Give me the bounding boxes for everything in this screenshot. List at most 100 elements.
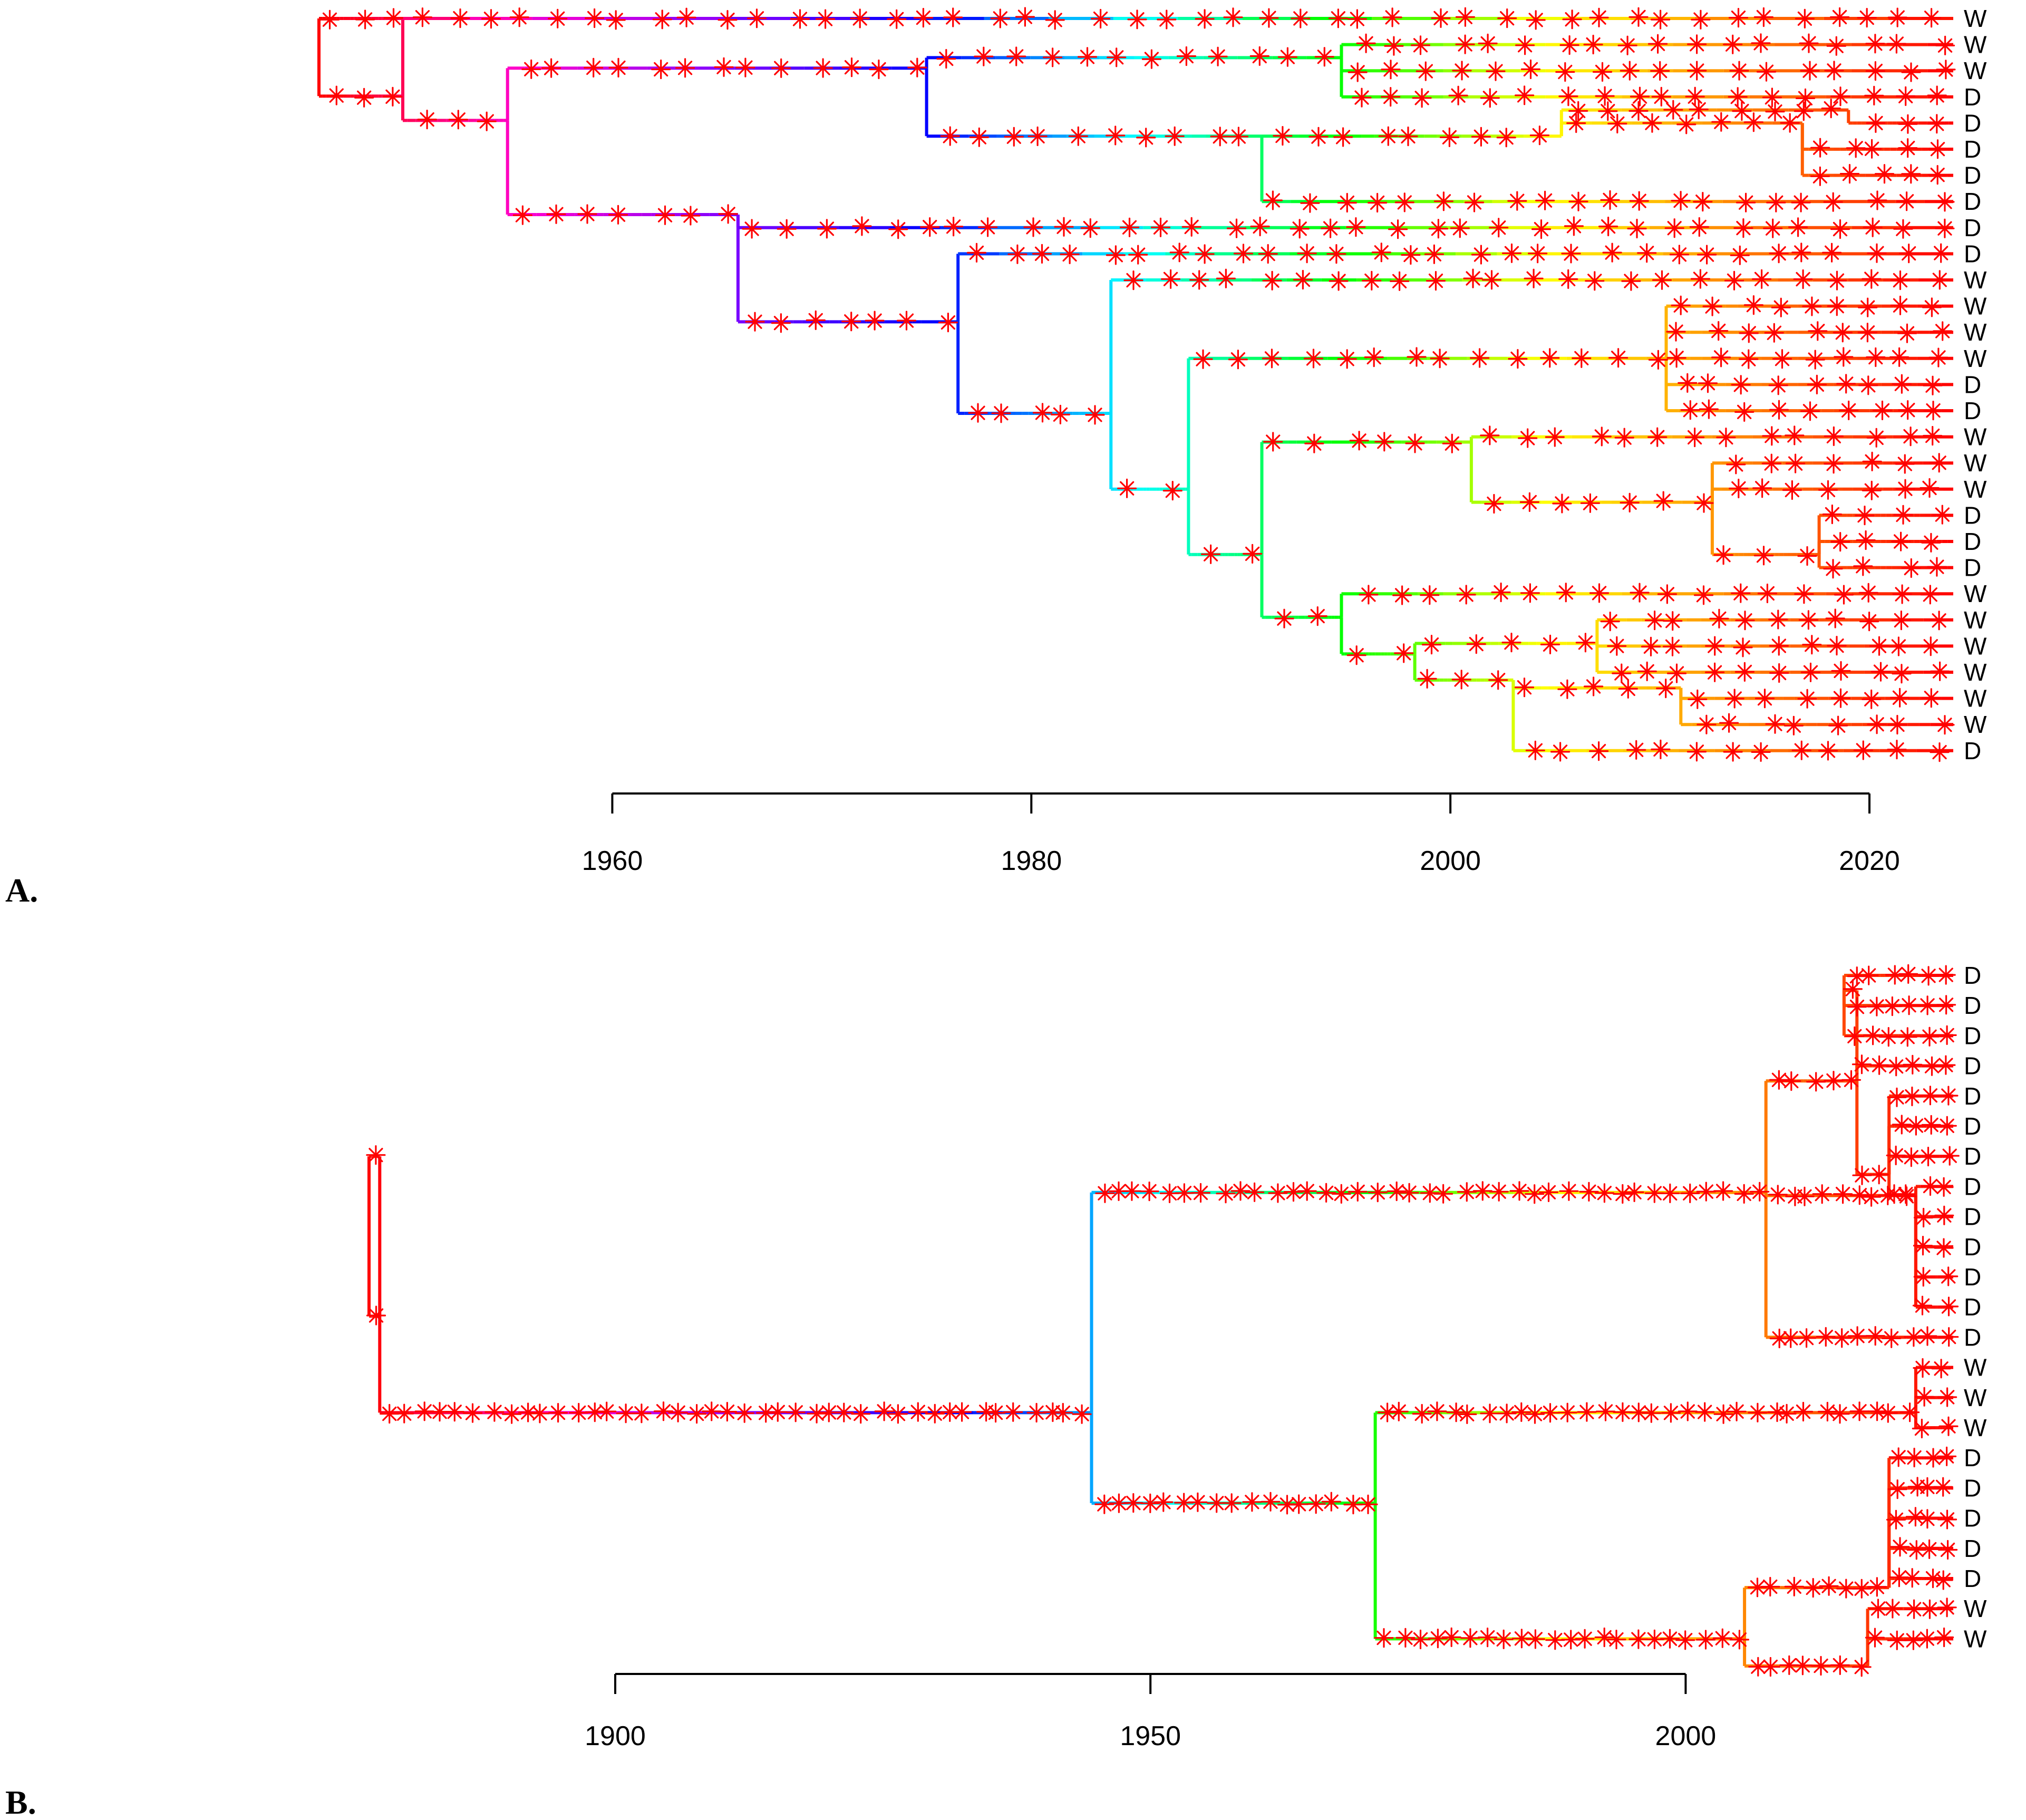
mutation-marker	[1869, 1055, 1889, 1075]
mutation-marker	[1936, 1055, 1956, 1075]
mutation-marker	[1784, 1576, 1804, 1596]
mutation-marker	[1769, 663, 1789, 683]
tip-label: D	[1964, 214, 1981, 241]
mutation-marker	[444, 1402, 464, 1422]
mutation-marker	[747, 8, 767, 28]
mutation-marker	[1768, 1185, 1788, 1205]
mutation-marker	[1337, 349, 1357, 369]
mutation-marker	[1268, 1183, 1288, 1203]
mutation-marker	[1769, 1329, 1789, 1349]
mutation-marker	[874, 1401, 894, 1421]
mutation-marker	[380, 1403, 400, 1424]
mutation-marker	[1792, 1656, 1812, 1676]
tip-label: D	[1964, 135, 1981, 163]
tip-label: W	[1964, 606, 1987, 634]
tip-label: W	[1964, 423, 1987, 451]
mutation-marker	[412, 7, 432, 27]
mutation-marker	[1938, 1266, 1959, 1286]
mutation-marker	[1364, 347, 1384, 367]
mutation-marker	[1085, 405, 1105, 425]
mutation-marker	[1793, 1401, 1814, 1422]
mutation-marker	[509, 7, 529, 27]
mutation-marker	[1866, 347, 1886, 367]
tip-label: D	[1964, 109, 1981, 137]
tip-label: W	[1964, 711, 1987, 738]
mutation-marker	[616, 1403, 636, 1424]
mutation-marker	[1865, 61, 1885, 81]
mutation-marker	[1307, 606, 1327, 626]
mutation-marker	[1734, 1184, 1754, 1204]
mutation-marker	[1930, 742, 1950, 762]
mutation-marker	[1923, 1569, 1943, 1589]
mutation-marker	[1262, 270, 1282, 291]
mutation-marker	[1043, 47, 1063, 67]
mutation-marker	[1689, 99, 1709, 120]
mutation-marker	[1626, 740, 1646, 760]
mutation-marker	[1917, 995, 1937, 1015]
mutation-marker	[1162, 481, 1182, 501]
mutation-marker	[718, 10, 738, 30]
mutation-marker	[841, 312, 861, 332]
mutation-marker	[1694, 493, 1714, 513]
mutation-marker	[1007, 244, 1027, 264]
mutation-marker	[1731, 375, 1751, 395]
mutation-marker	[1598, 216, 1618, 237]
mutation-marker	[1259, 8, 1279, 28]
mutation-marker	[1760, 1657, 1780, 1677]
mutation-marker	[1693, 192, 1713, 212]
mutation-marker	[1816, 1327, 1836, 1347]
mutation-marker	[1464, 192, 1485, 212]
mutation-marker	[925, 1403, 945, 1424]
mutation-marker	[1872, 400, 1893, 420]
mutation-marker	[1358, 1494, 1378, 1514]
x-tick-label: 1960	[582, 846, 643, 876]
mutation-marker	[990, 8, 1010, 28]
mutation-marker	[1343, 1495, 1363, 1515]
tip-label: D	[1964, 737, 1981, 764]
mutation-marker	[1874, 164, 1895, 184]
mutation-marker	[1520, 59, 1541, 79]
mutation-marker	[1274, 608, 1294, 628]
mutation-marker	[326, 85, 346, 105]
mutation-marker	[1568, 101, 1588, 121]
mutation-marker	[1897, 1027, 1917, 1047]
mutation-marker	[1939, 1327, 1959, 1347]
mutation-marker	[1863, 217, 1883, 237]
mutation-marker	[1723, 742, 1743, 762]
mutation-marker	[1226, 218, 1247, 238]
mutation-marker	[1660, 1183, 1680, 1203]
mutation-marker	[852, 216, 872, 236]
mutation-marker	[1793, 269, 1813, 289]
mutation-marker	[1885, 965, 1905, 985]
panel-b-x-axis: 1900 1950 2000	[585, 1673, 1716, 1751]
mutation-marker	[606, 10, 626, 30]
mutation-marker	[717, 1402, 737, 1422]
mutation-marker	[1940, 1146, 1960, 1166]
mutation-marker	[1660, 1629, 1680, 1649]
mutation-marker	[1508, 349, 1528, 369]
mutation-marker	[1724, 270, 1744, 291]
mutation-marker	[1431, 8, 1451, 28]
mutation-marker	[1898, 114, 1918, 134]
mutation-marker	[1515, 35, 1535, 55]
mutation-marker	[920, 217, 940, 237]
mutation-marker	[1417, 669, 1437, 689]
x-tick-label: 1950	[1120, 1721, 1181, 1751]
mutation-marker	[1077, 47, 1098, 67]
mutation-marker	[1304, 433, 1324, 453]
mutation-marker	[1300, 193, 1320, 213]
mutation-marker	[1761, 453, 1781, 473]
mutation-marker	[1927, 557, 1947, 577]
mutation-marker	[1614, 428, 1634, 448]
tip-label: D	[1964, 162, 1981, 189]
mutation-marker	[943, 7, 963, 27]
mutation-marker	[1463, 268, 1483, 288]
mutation-marker	[1743, 295, 1763, 315]
mutation-marker	[1932, 505, 1952, 525]
mutation-marker	[548, 1403, 568, 1423]
mutation-marker	[756, 1403, 776, 1423]
mutation-marker	[1628, 7, 1649, 27]
mutation-marker	[1306, 1494, 1326, 1514]
mutation-marker	[1921, 688, 1941, 708]
mutation-marker	[1216, 268, 1236, 288]
